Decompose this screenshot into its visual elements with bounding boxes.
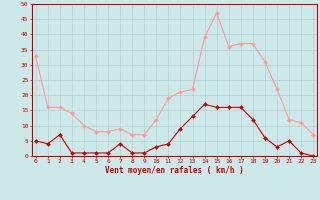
X-axis label: Vent moyen/en rafales ( km/h ): Vent moyen/en rafales ( km/h )	[105, 166, 244, 175]
